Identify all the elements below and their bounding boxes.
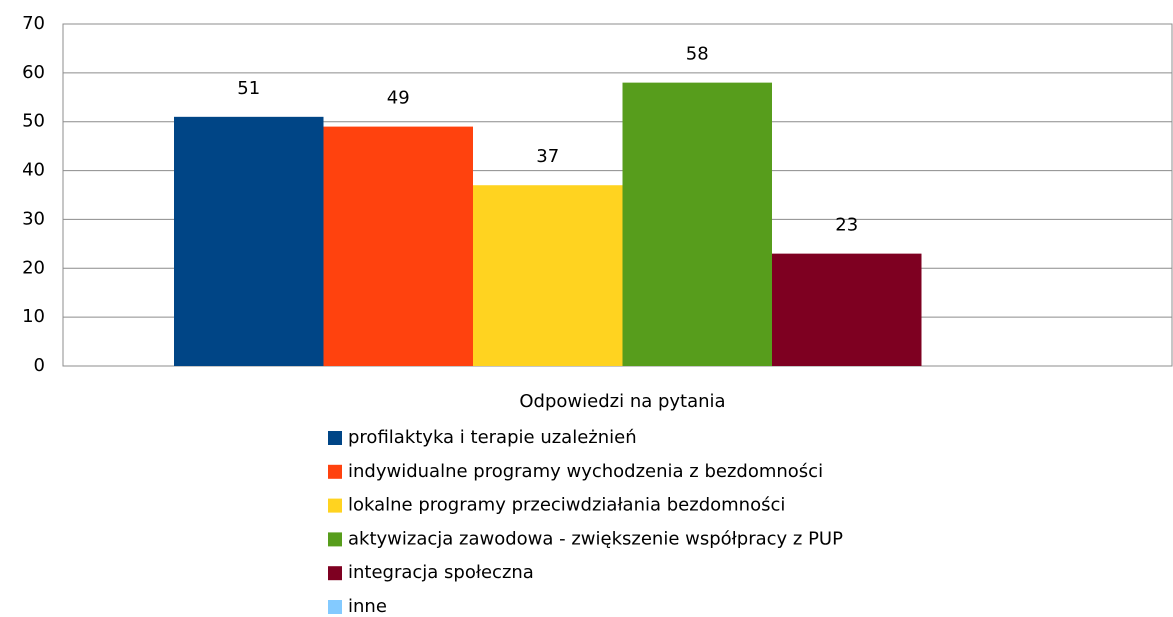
data-label: 49 xyxy=(387,88,410,109)
legend-swatch xyxy=(328,498,342,513)
y-tick-label: 50 xyxy=(22,111,45,132)
legend-swatch xyxy=(328,431,342,445)
bar xyxy=(323,126,473,366)
data-label: 58 xyxy=(686,44,709,65)
y-tick-label: 40 xyxy=(22,160,45,181)
legend-label: indywidualne programy wychodzenia z bezd… xyxy=(348,461,823,482)
y-tick-label: 70 xyxy=(22,13,45,34)
legend-swatch xyxy=(328,464,342,479)
y-tick-label: 30 xyxy=(22,208,45,229)
legend-label: profilaktyka i terapie uzależnień xyxy=(348,427,637,448)
data-label: 23 xyxy=(835,215,858,236)
bar xyxy=(622,82,772,366)
legend-label: integracja społeczna xyxy=(348,562,534,583)
legend-label: lokalne programy przeciwdziałania bezdom… xyxy=(348,495,785,516)
y-tick-label: 0 xyxy=(34,355,45,376)
legend-swatch xyxy=(328,532,342,547)
bar xyxy=(772,253,922,366)
y-tick-label: 60 xyxy=(22,62,45,83)
y-tick-label: 20 xyxy=(22,257,45,278)
legend-swatch xyxy=(328,600,342,614)
y-tick-label: 10 xyxy=(22,306,45,327)
legend-swatch xyxy=(328,566,342,581)
data-label: 37 xyxy=(536,146,559,167)
legend-label: inne xyxy=(348,596,387,617)
data-label: 51 xyxy=(237,78,260,99)
bar xyxy=(174,116,324,366)
legend-label: aktywizacja zawodowa - zwiększenie współ… xyxy=(348,528,843,549)
x-axis-label: Odpowiedzi na pytania xyxy=(519,391,725,412)
bar xyxy=(473,185,623,366)
